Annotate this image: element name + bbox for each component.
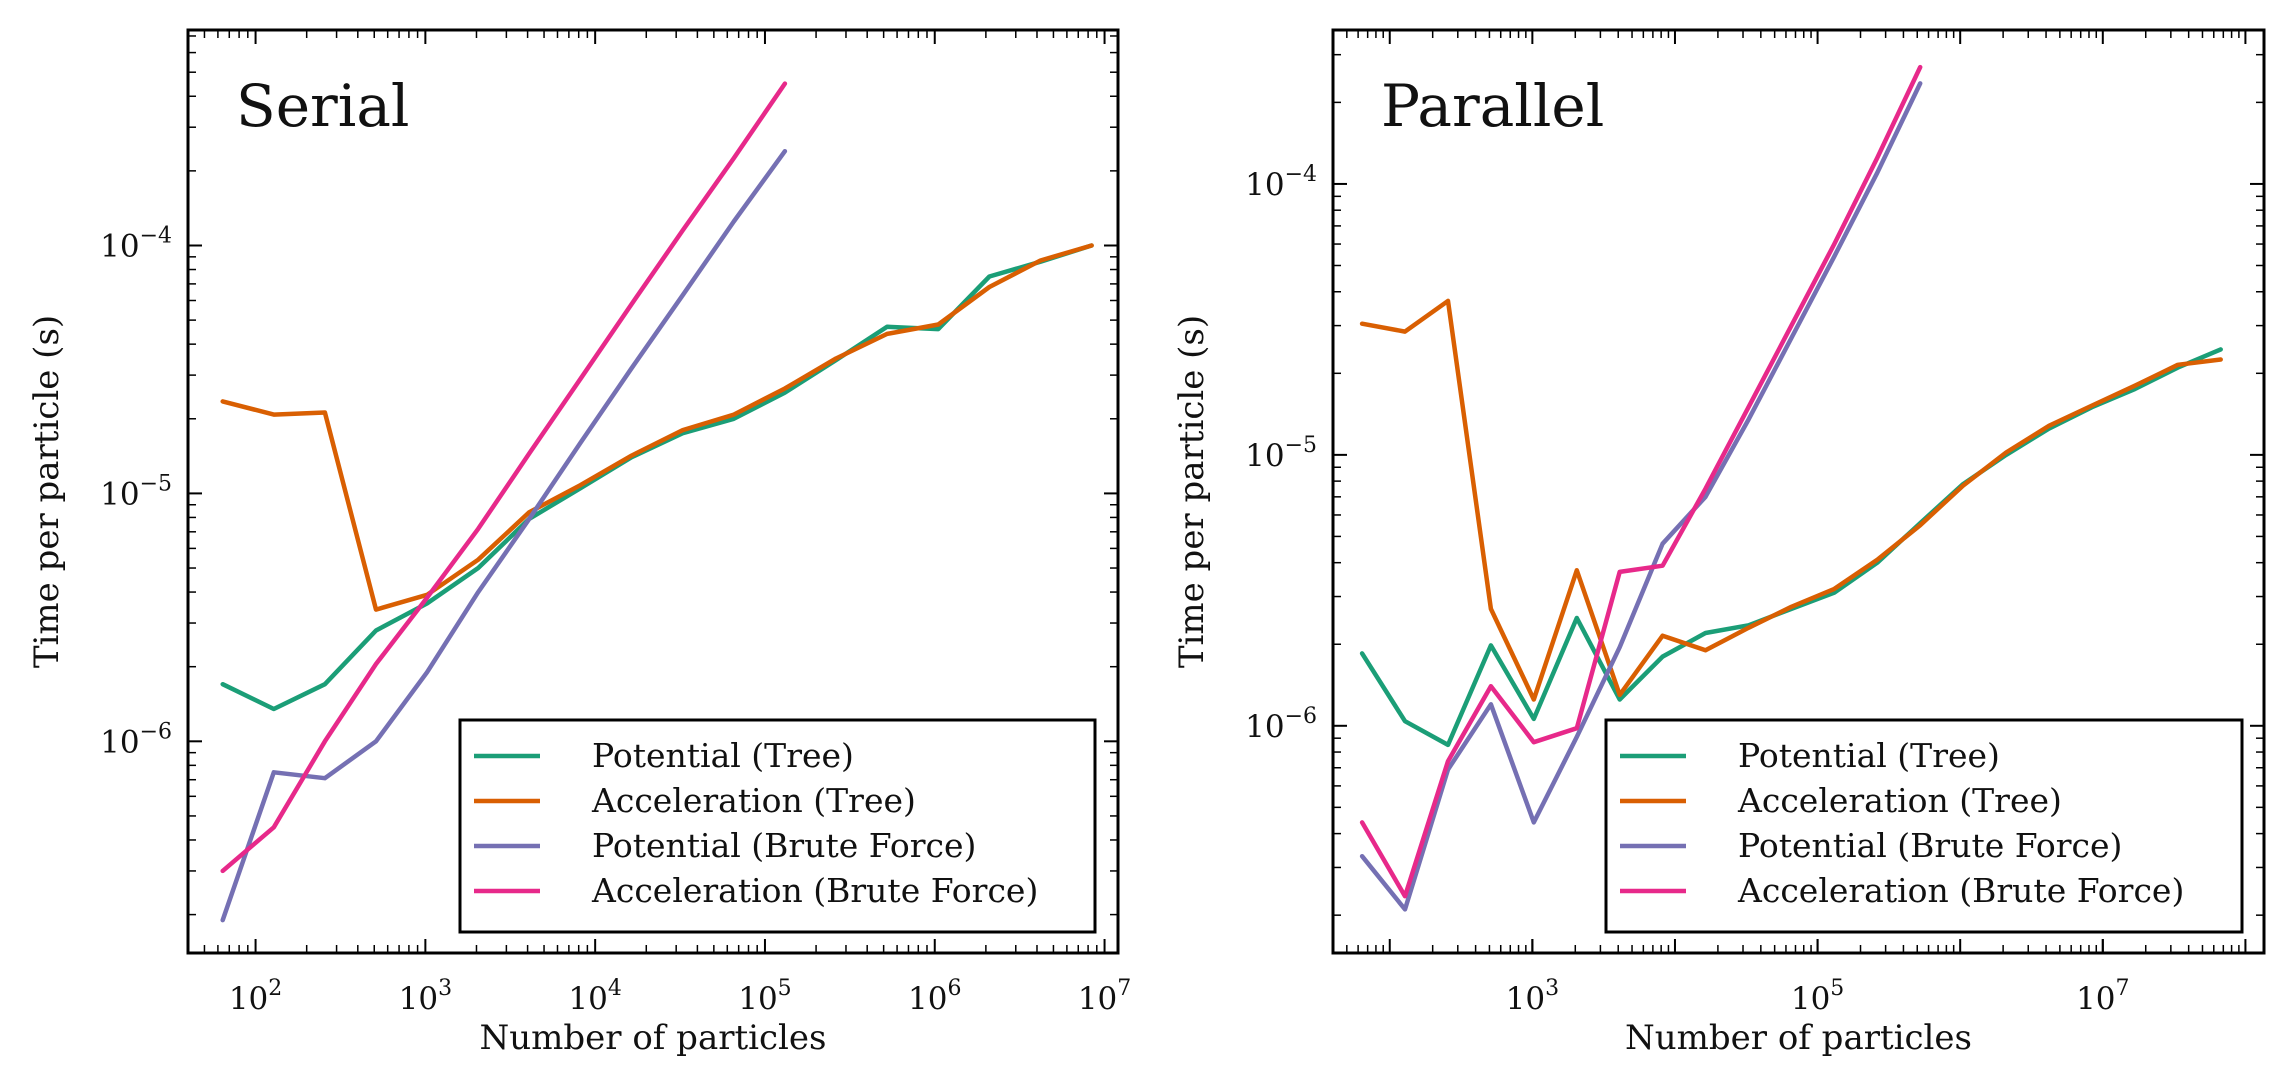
parallel-x-tick-label: 105 (1791, 976, 1844, 1017)
parallel-y-tick-label: 10−6 (1245, 704, 1317, 745)
serial-legend-label-3: Acceleration (Brute Force) (591, 871, 1038, 910)
serial-x-tick-label: 103 (399, 976, 452, 1017)
serial-y-tick-label: 10−5 (100, 471, 172, 512)
parallel-legend-label-1: Acceleration (Tree) (1737, 781, 2062, 820)
serial-x-tick-label: 102 (229, 976, 282, 1017)
serial-y-tick-label: 10−4 (100, 223, 172, 264)
serial-series-line-2 (220, 148, 788, 923)
parallel-series-line-1 (1359, 298, 2223, 702)
serial-legend-label-2: Potential (Brute Force) (592, 826, 976, 865)
parallel-x-tick-label: 107 (2076, 976, 2129, 1017)
parallel-legend-label-0: Potential (Tree) (1738, 736, 2000, 775)
serial-x-tick-label: 106 (908, 976, 961, 1017)
serial-axes-frame (186, 28, 1120, 955)
parallel-y-axis-label: Time per particle (s) (1172, 315, 1212, 668)
serial-legend-label-0: Potential (Tree) (592, 736, 854, 775)
serial-y-axis-label: Time per particle (s) (27, 315, 67, 668)
parallel-x-axis-label: Number of particles (1625, 1018, 1972, 1058)
serial-legend-box (458, 718, 1097, 934)
parallel-x-tick-label: 103 (1506, 976, 1559, 1017)
parallel-y-tick-label: 10−4 (1245, 162, 1317, 203)
serial-series-group (220, 81, 1094, 923)
serial-panel: 102 103 104 105 106 107 10−6 10−5 10−4 Serial Numb… (27, 28, 1131, 1058)
serial-series-line-3 (220, 81, 788, 874)
serial-series-line-1 (220, 243, 1094, 612)
parallel-axes-frame (1331, 28, 2266, 955)
serial-panel-title: Serial (236, 72, 409, 140)
parallel-legend-box (1604, 718, 2244, 934)
serial-x-tick-label: 107 (1078, 976, 1131, 1017)
serial-legend-label-1: Acceleration (Tree) (591, 781, 916, 820)
serial-y-tick-label: 10−6 (100, 719, 172, 760)
serial-x-tick-label: 105 (738, 976, 791, 1017)
parallel-legend-label-2: Potential (Brute Force) (1738, 826, 2122, 865)
parallel-series-group (1359, 64, 2223, 912)
parallel-series-line-2 (1359, 81, 1923, 912)
serial-x-tick-label: 104 (568, 976, 621, 1017)
parallel-panel: 103 105 107 10−6 10−5 10−4 Parallel Number of p… (1172, 28, 2266, 1058)
parallel-legend-label-3: Acceleration (Brute Force) (1737, 871, 2184, 910)
parallel-series-line-3 (1359, 64, 1923, 899)
parallel-panel-title: Parallel (1381, 72, 1604, 140)
serial-x-axis-label: Number of particles (479, 1018, 826, 1058)
parallel-y-tick-label: 10−5 (1245, 433, 1317, 474)
